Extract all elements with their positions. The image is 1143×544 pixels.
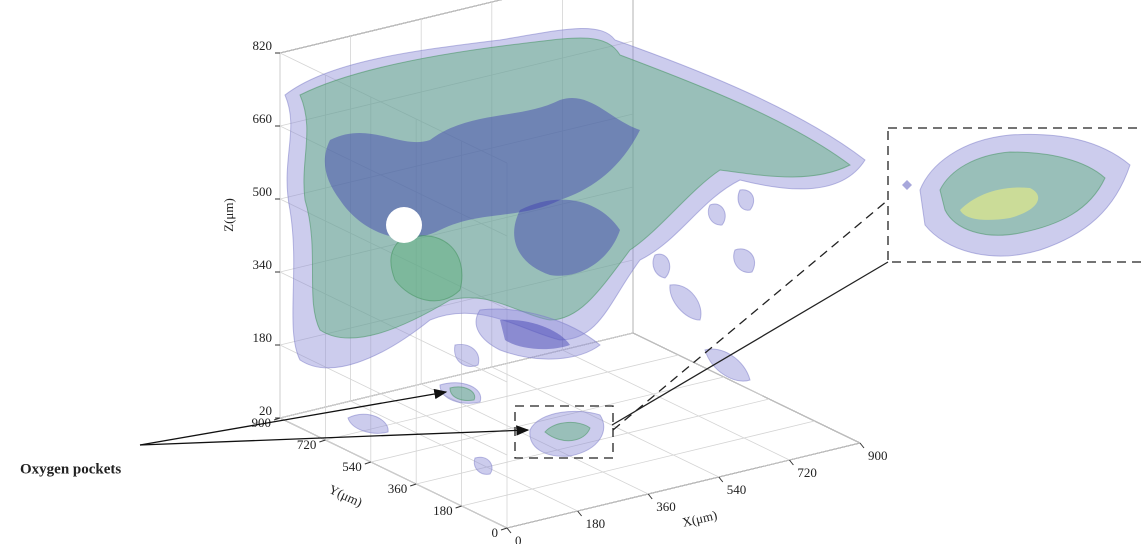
x-tick-label: 540 xyxy=(727,482,747,497)
y-tick xyxy=(456,506,462,508)
x-tick-label: 360 xyxy=(656,499,676,514)
z-tick-label: 340 xyxy=(253,257,273,272)
x-tick-label: 900 xyxy=(868,448,888,463)
x-tick xyxy=(789,460,793,465)
x-tick xyxy=(578,511,582,516)
z-tick-label: 500 xyxy=(253,184,273,199)
grid-line xyxy=(633,333,860,443)
y-tick xyxy=(365,462,371,464)
y-tick-label: 0 xyxy=(492,525,499,540)
y-tick-label: 540 xyxy=(342,459,362,474)
y-tick-label: 360 xyxy=(388,481,408,496)
x-tick-label: 0 xyxy=(515,533,522,544)
grid-line xyxy=(492,367,719,477)
y-tick xyxy=(501,528,507,530)
y-tick xyxy=(319,440,325,442)
annotation: Oxygen pockets xyxy=(20,461,121,477)
isosurfaces xyxy=(285,28,1130,474)
zoom-connector xyxy=(612,262,888,425)
z-tick-label: 20 xyxy=(259,403,272,418)
y-tick-label: 180 xyxy=(433,503,453,518)
z-axis-label: Z(μm) xyxy=(221,198,236,232)
x-tick xyxy=(648,494,652,499)
x-axis-label: X(μm) xyxy=(681,507,719,530)
z-tick-label: 820 xyxy=(253,38,273,53)
figure: 0180360540720900018036054072090020180340… xyxy=(0,0,1143,544)
arrow xyxy=(140,392,446,445)
x-tick xyxy=(507,528,511,533)
y-tick xyxy=(410,484,416,486)
x-tick-label: 720 xyxy=(797,465,817,480)
z-tick-label: 180 xyxy=(253,330,273,345)
x-tick-label: 180 xyxy=(586,516,606,531)
arrow xyxy=(140,430,528,445)
grid-line xyxy=(280,418,507,528)
y-axis-label: Y(μm) xyxy=(327,481,365,509)
z-tick-label: 660 xyxy=(253,111,273,126)
x-tick xyxy=(719,477,723,482)
x-tick xyxy=(860,443,864,448)
